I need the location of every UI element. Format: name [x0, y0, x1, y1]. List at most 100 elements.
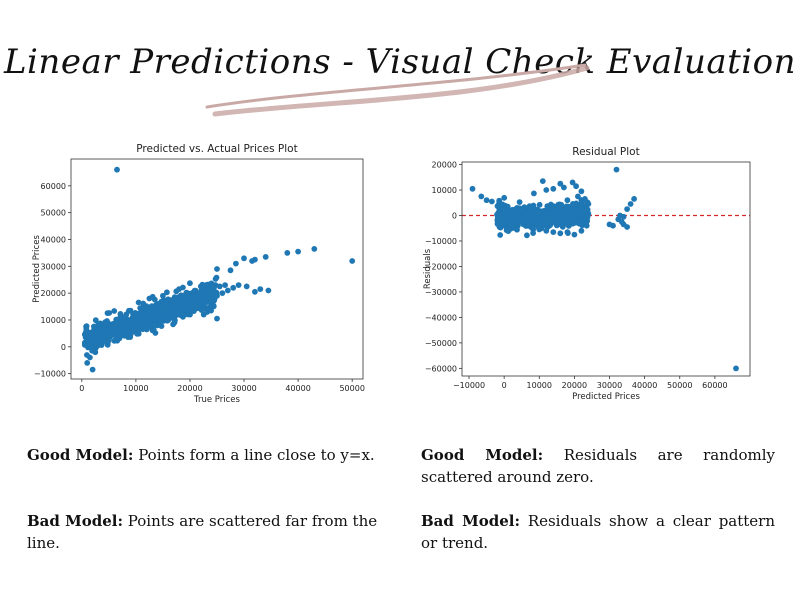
scatter-point [173, 304, 180, 310]
scatter-point [118, 326, 125, 332]
scatter-point [543, 227, 550, 234]
scatter-point [81, 331, 88, 338]
scatter-point [576, 220, 583, 227]
scatter-point [571, 231, 578, 238]
x-tick-label: 50000 [339, 384, 364, 393]
scatter-point [582, 196, 588, 202]
scatter-point [576, 211, 582, 218]
scatter-point [210, 302, 217, 309]
scatter-point [566, 217, 573, 224]
scatter-point [560, 209, 566, 216]
scatter-point [243, 283, 250, 290]
x-axis-label: Predicted Prices [572, 392, 640, 402]
scatter-point [606, 221, 613, 228]
scatter-point [111, 308, 118, 314]
scatter-point [496, 201, 502, 207]
x-axis-label: True Prices [193, 395, 240, 405]
scatter-point [127, 307, 134, 314]
scatter-point [214, 266, 220, 272]
right-bad-label: Bad Model: [421, 512, 521, 530]
scatter-point [197, 301, 204, 307]
y-tick-label: −60000 [425, 364, 457, 373]
scatter-point [114, 166, 120, 173]
y-tick-label: 60000 [41, 182, 66, 191]
left-good-model-caption: Good Model: Points form a line close to … [27, 444, 387, 466]
scatter-point [149, 306, 156, 313]
scatter-point [111, 325, 118, 331]
y-tick-label: 40000 [41, 235, 66, 244]
scatter-point [208, 298, 215, 305]
scatter-point [164, 289, 170, 296]
scatter-point [585, 201, 592, 207]
scatter-point [618, 219, 625, 225]
scatter-point [489, 198, 495, 205]
scatter-point [570, 201, 576, 207]
scatter-point [190, 297, 197, 303]
scatter-point [158, 313, 165, 320]
y-tick-label: −40000 [425, 313, 457, 322]
scatter-point [511, 208, 518, 215]
y-tick-label: 20000 [41, 289, 66, 298]
scatter-point [550, 229, 557, 235]
x-tick-label: 50000 [667, 381, 692, 390]
scatter-point [140, 305, 147, 312]
left-bad-model-caption: Bad Model: Points are scattered far from… [27, 510, 407, 554]
scatter-point [241, 255, 247, 262]
x-tick-label: −10000 [453, 381, 485, 390]
scatter-point [139, 319, 146, 325]
scatter-point [227, 267, 234, 274]
scatter-point [557, 180, 564, 187]
scatter-point [553, 205, 560, 211]
y-tick-label: 30000 [41, 262, 66, 271]
scatter-point [578, 188, 585, 195]
scatter-point [151, 296, 158, 303]
y-tick-label: −10000 [425, 237, 457, 246]
x-tick-label: 10000 [527, 381, 552, 390]
x-tick-label: 20000 [177, 384, 202, 393]
scatter-point [295, 248, 301, 255]
scatter-point [540, 215, 547, 222]
scatter-point [573, 183, 579, 190]
scatter-point [180, 305, 187, 311]
x-tick-label: 60000 [702, 381, 727, 390]
scatter-point [494, 217, 501, 223]
scatter-point [216, 283, 223, 290]
scatter-point [506, 217, 513, 223]
scatter-point [536, 226, 543, 233]
scatter-point [524, 211, 531, 218]
scatter-point [578, 227, 585, 234]
left-bad-text: Points are scattered far from the line. [27, 512, 378, 552]
scatter-point [83, 326, 90, 333]
scatter-point [89, 331, 96, 338]
y-tick-label: 20000 [432, 161, 457, 170]
left-good-text: Points form a line close to y=x. [138, 446, 375, 464]
scatter-point [575, 193, 581, 200]
scatter-point [311, 246, 318, 252]
scatter-point [92, 317, 99, 324]
scatter-point [620, 213, 627, 220]
scatter-point [349, 258, 356, 264]
scatter-point [135, 299, 142, 306]
scatter-point [631, 196, 637, 202]
scatter-point [160, 302, 166, 309]
scatter-point [106, 333, 112, 339]
scatter-point [208, 307, 215, 314]
right-bad-text: Residuals show a clear pattern or trend. [421, 512, 776, 552]
scatter-point [203, 305, 210, 311]
scatter-point [84, 360, 91, 366]
scatter-point [530, 230, 536, 236]
scatter-point [624, 224, 630, 230]
scatter-point [557, 230, 564, 237]
scatter-point [87, 354, 93, 361]
scatter-point [499, 218, 506, 225]
scatter-point [143, 326, 150, 333]
x-tick-label: 0 [79, 384, 84, 393]
scatter-point [613, 166, 620, 173]
scatter-point [483, 197, 490, 204]
scatter-point [100, 338, 107, 345]
scatter-point [134, 330, 140, 337]
scatter-point [550, 185, 557, 192]
scatter-point [151, 311, 158, 318]
scatter-point [117, 311, 124, 317]
scatter-point [546, 219, 553, 225]
